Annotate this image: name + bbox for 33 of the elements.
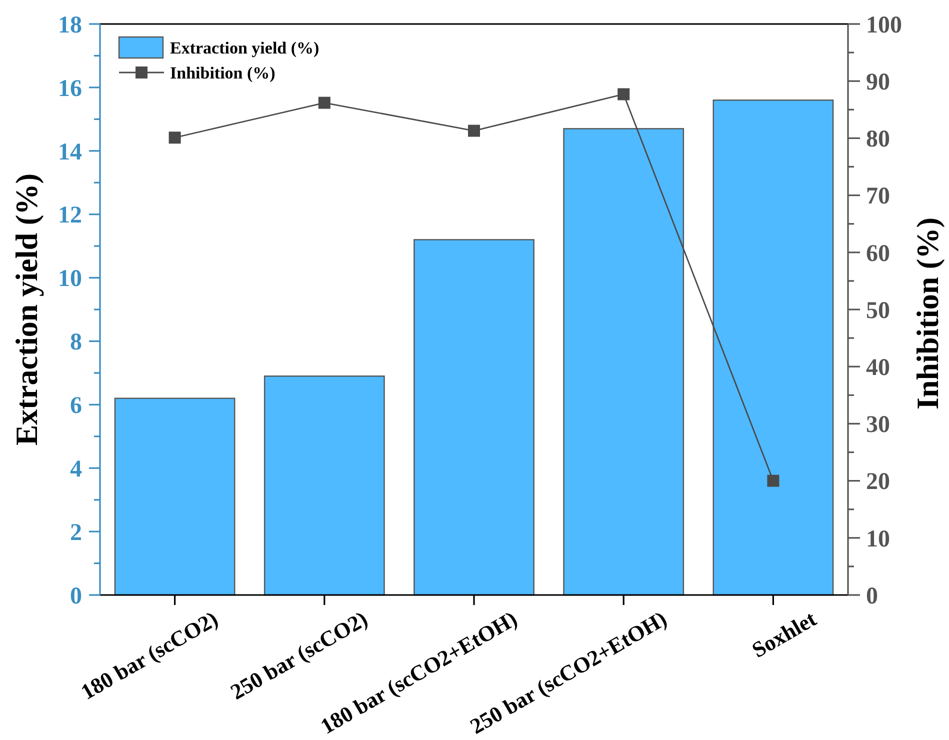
bar [264,376,385,596]
y-tick-label: 16 [58,76,82,102]
y-tick-label: 2 [70,520,82,546]
y2-tick-label: 50 [866,298,890,324]
y2-tick-label: 20 [866,469,890,496]
y-tick-label: 6 [70,393,82,420]
y-tick-label: 10 [58,266,82,292]
y2-tick-label: 40 [866,355,890,381]
y-tick-label: 18 [58,12,82,38]
y2-tick-label: 0 [866,583,878,610]
point [168,132,181,144]
legend-label: Inhibition (%) [170,63,276,82]
y-tick-label: 12 [58,202,82,229]
y2-axis-title: Inhibition (%) [910,217,945,410]
y2-tick-label: 90 [866,70,890,96]
y2-tick-label: 100 [866,12,902,38]
y-tick-label: 14 [58,139,82,166]
point [318,96,330,109]
point [468,124,480,137]
y-tick-label: 0 [70,583,82,610]
y-tick-label: 4 [70,456,82,483]
point [767,474,780,487]
point [618,88,630,100]
y2-tick-label: 70 [866,184,890,210]
legend-label: Extraction yield (%) [170,38,320,58]
y-axis-title: Extraction yield (%) [9,173,44,446]
bar [414,239,534,596]
y2-tick-label: 60 [866,240,890,267]
y2-tick-label: 80 [866,126,890,153]
y-tick-label: 8 [70,330,82,356]
y2-tick-label: 10 [866,526,890,552]
bar [114,398,236,596]
y2-tick-label: 30 [866,412,890,438]
